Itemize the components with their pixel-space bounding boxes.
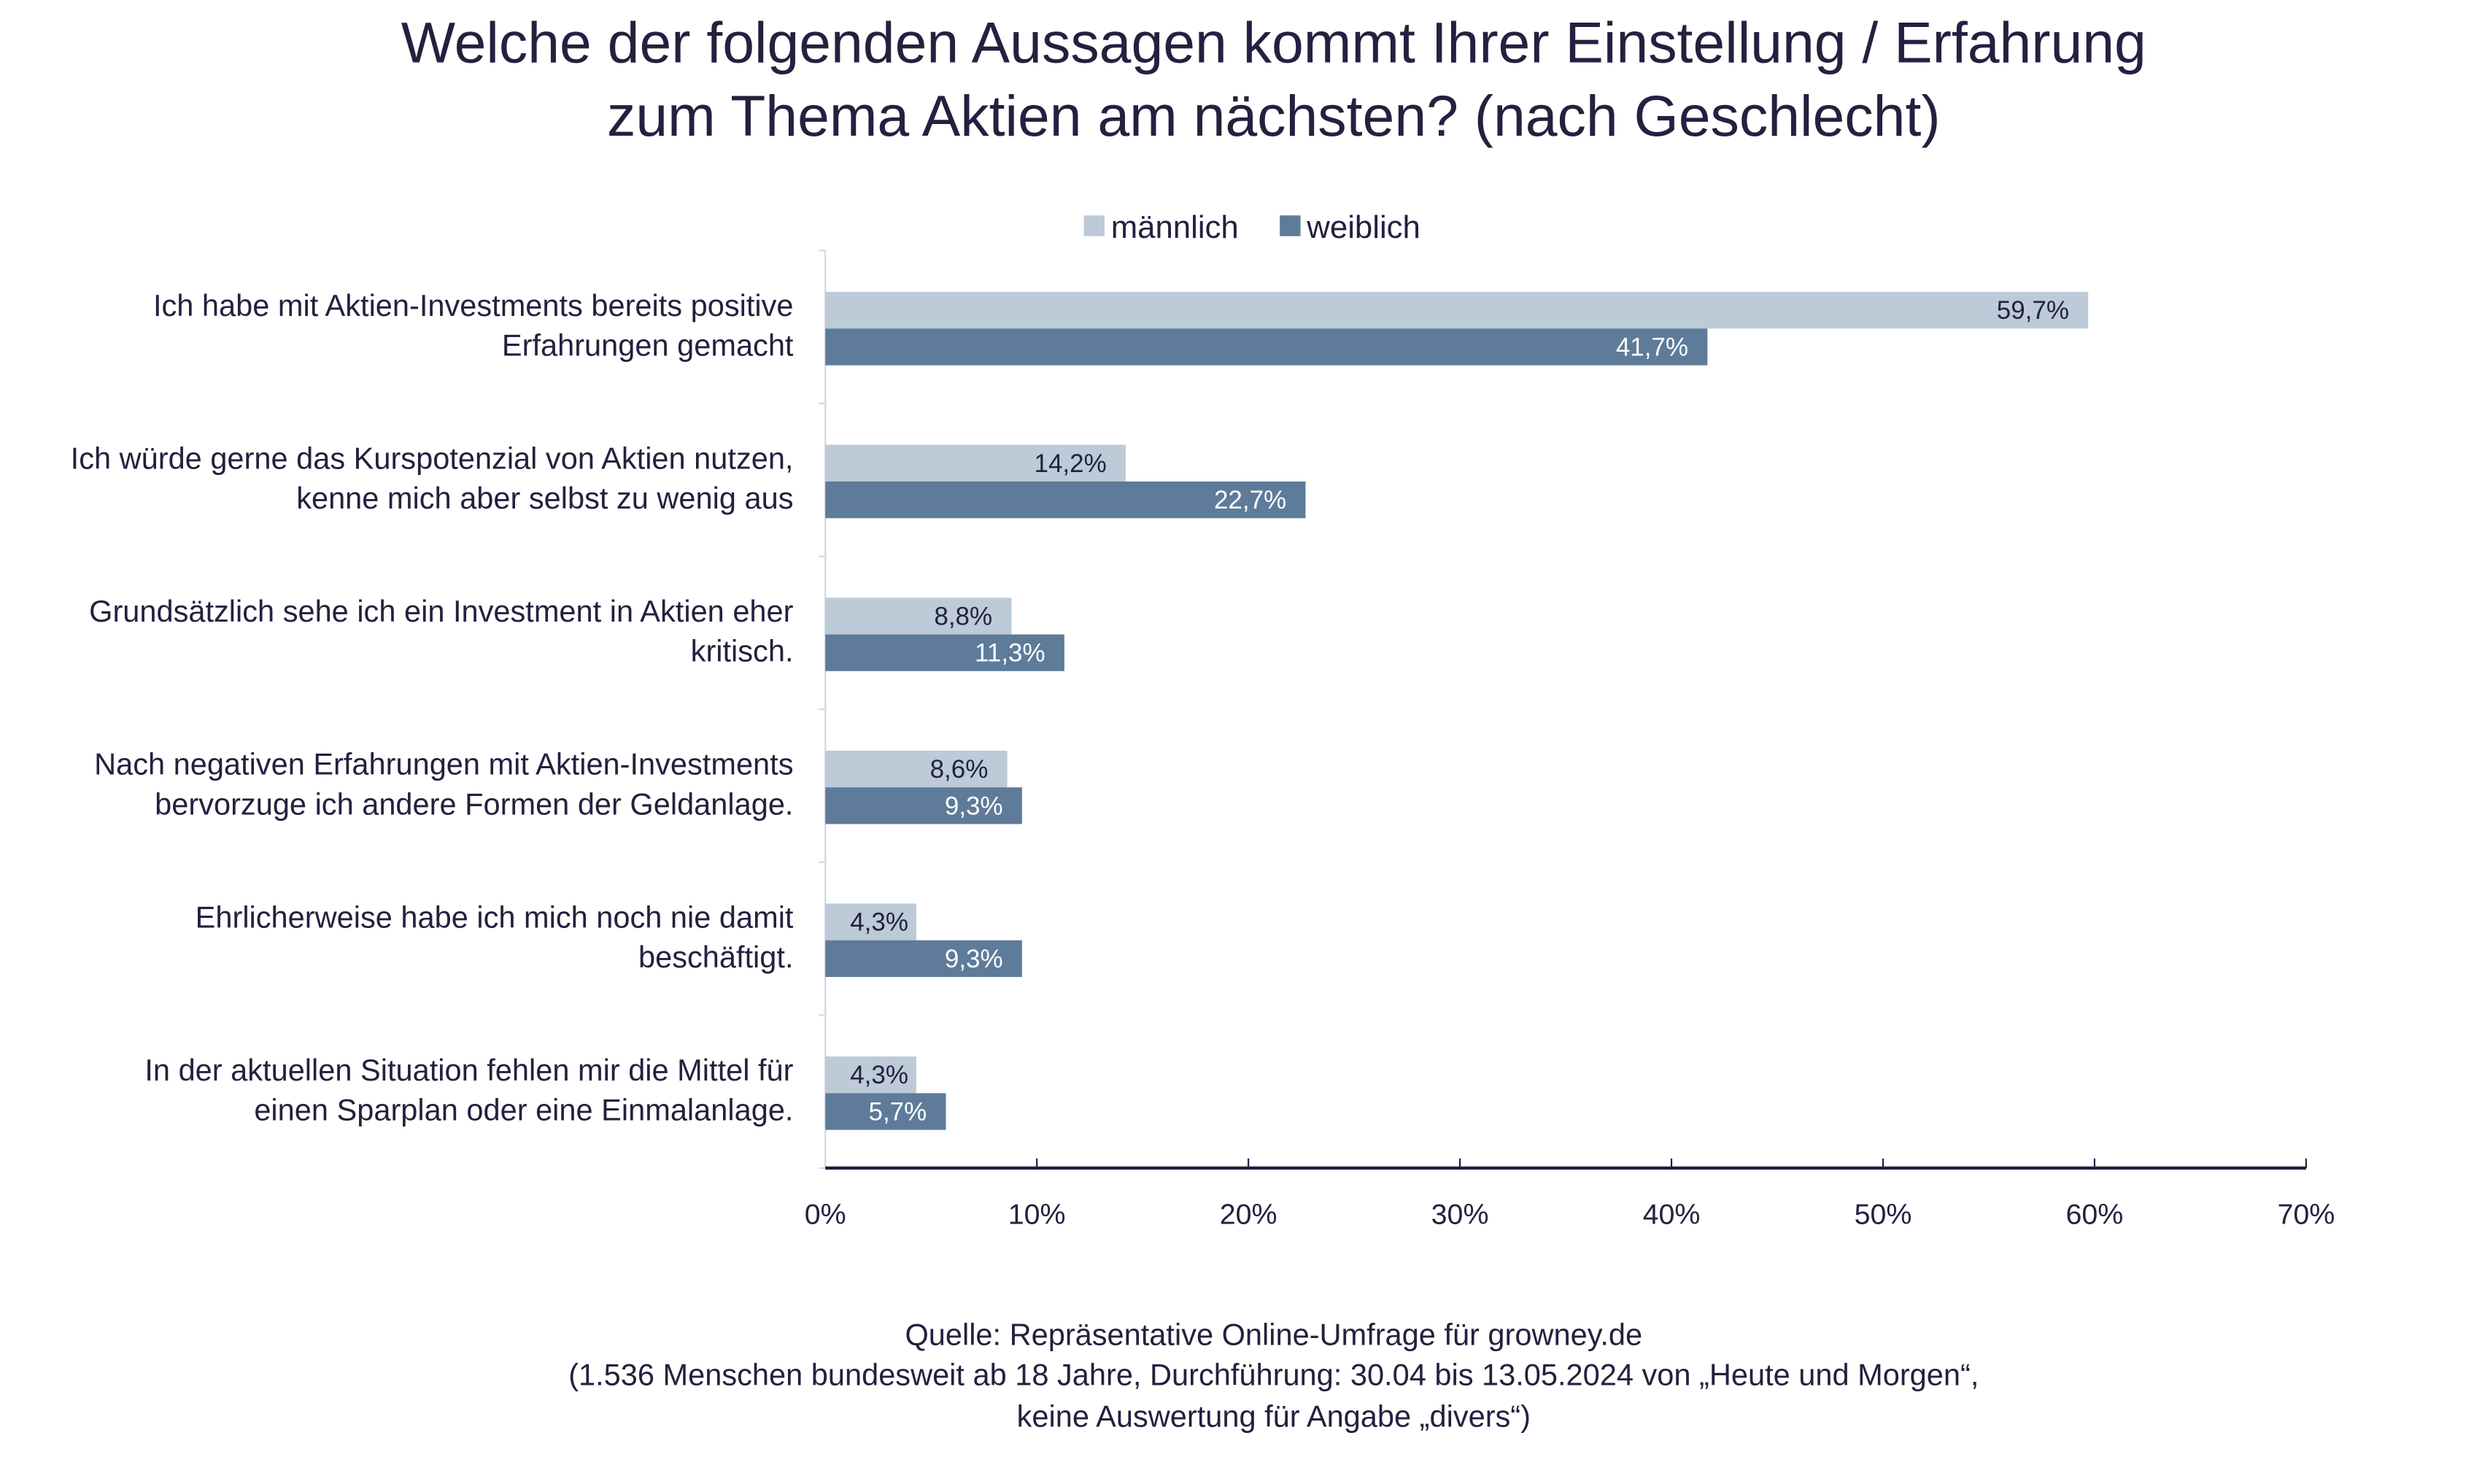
bar-weiblich: [825, 787, 1022, 824]
x-tick-label: 10%: [1008, 1199, 1066, 1231]
category-label: bervorzuge ich andere Formen der Geldanl…: [155, 787, 793, 821]
bar-maennlich: [825, 903, 916, 940]
bar-maennlich: [825, 292, 2089, 329]
data-label: 8,8%: [934, 602, 992, 630]
x-tick-label: 40%: [1643, 1199, 1701, 1231]
legend-swatch-0: [1083, 215, 1105, 236]
x-tick-label: 50%: [1855, 1199, 1912, 1231]
category-label: Grundsätzlich sehe ich ein Investment in…: [89, 594, 794, 628]
bar-weiblich: [825, 328, 1708, 366]
bar-maennlich: [825, 1056, 916, 1094]
data-label: 11,3%: [975, 639, 1045, 668]
bar-weiblich: [825, 634, 1064, 671]
category-label: einen Sparplan oder eine Einmalanlage.: [254, 1093, 793, 1127]
data-label: 22,7%: [1214, 486, 1286, 514]
chart-title-line-1: Welche der folgenden Aussagen kommt Ihre…: [401, 10, 2146, 74]
x-tick-label: 70%: [2277, 1199, 2335, 1231]
bar-weiblich: [825, 481, 1306, 519]
bar-maennlich: [825, 750, 1008, 788]
category-label: beschäftigt.: [638, 940, 793, 974]
legend-label-0: männlich: [1111, 209, 1239, 245]
data-label: 9,3%: [945, 945, 1003, 973]
category-label: Ich habe mit Aktien-Investments bereits …: [153, 288, 794, 322]
data-label: 9,3%: [945, 792, 1003, 820]
legend: männlich weiblich: [1083, 209, 1420, 245]
bar-weiblich: [825, 940, 1022, 978]
data-label: 8,6%: [930, 755, 989, 784]
plot-area: Ich habe mit Aktien-Investments bereits …: [71, 250, 2335, 1231]
x-tick-label: 0%: [805, 1199, 846, 1231]
category-label: kritisch.: [691, 634, 794, 668]
source-line-2: (1.536 Menschen bundesweit ab 18 Jahre, …: [568, 1357, 1979, 1391]
chart-title-line-2: zum Thema Aktien am nächsten? (nach Gesc…: [607, 84, 1940, 148]
data-label: 59,7%: [1997, 296, 2069, 325]
data-label: 4,3%: [850, 1061, 908, 1089]
bar-maennlich: [825, 598, 1012, 635]
legend-label-1: weiblich: [1306, 209, 1420, 245]
category-label: In der aktuellen Situation fehlen mir di…: [144, 1053, 793, 1087]
source-line-3: keine Auswertung für Angabe „divers“): [1017, 1399, 1531, 1433]
data-label: 41,7%: [1616, 333, 1688, 362]
legend-swatch-1: [1280, 215, 1301, 236]
category-label: Ehrlicherweise habe ich mich noch nie da…: [196, 900, 794, 934]
category-label: kenne mich aber selbst zu wenig aus: [296, 481, 793, 515]
category-label: Erfahrungen gemacht: [502, 328, 794, 363]
data-label: 5,7%: [869, 1098, 927, 1126]
bar-weiblich: [825, 1093, 946, 1130]
data-label: 14,2%: [1035, 449, 1107, 478]
x-tick-label: 30%: [1431, 1199, 1489, 1231]
category-label: Ich würde gerne das Kurspotenzial von Ak…: [71, 441, 794, 475]
source-line-1: Quelle: Repräsentative Online-Umfrage fü…: [905, 1318, 1642, 1352]
x-tick-label: 60%: [2066, 1199, 2124, 1231]
category-label: Nach negativen Erfahrungen mit Aktien-In…: [94, 747, 793, 781]
bar-maennlich: [825, 444, 1126, 482]
data-label: 4,3%: [850, 908, 908, 937]
x-tick-label: 20%: [1220, 1199, 1277, 1231]
